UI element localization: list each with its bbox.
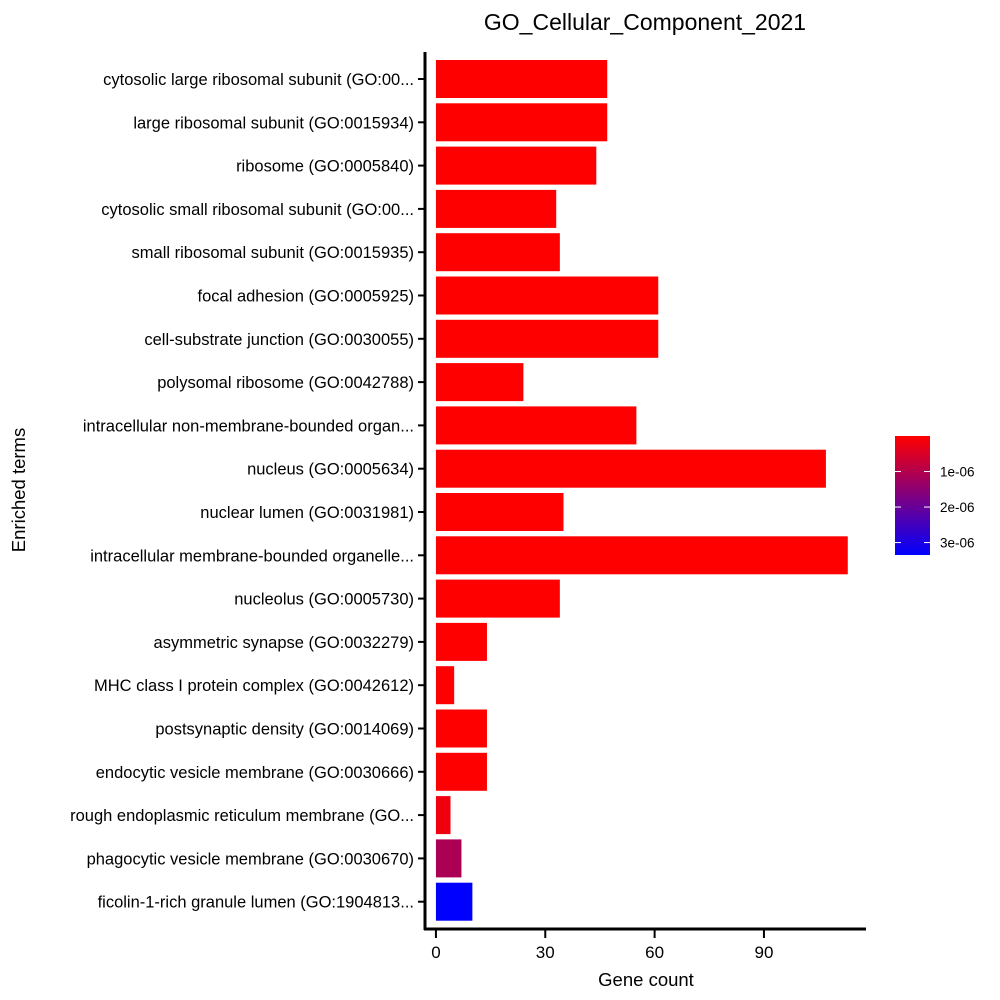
bar bbox=[435, 622, 487, 661]
bar bbox=[435, 536, 848, 575]
y-tick-label: nucleus (GO:0005634) bbox=[247, 461, 414, 479]
y-tick-label: large ribosomal subunit (GO:0015934) bbox=[133, 114, 414, 132]
y-tick-label: asymmetric synapse (GO:0032279) bbox=[154, 634, 414, 652]
x-axis-ticks: 0 30 60 90 bbox=[431, 930, 773, 962]
colorbar-tick-label: 1e-06 bbox=[940, 465, 975, 480]
bar bbox=[435, 406, 637, 445]
bar bbox=[435, 276, 659, 315]
colorbar-tick-label: 2e-06 bbox=[940, 500, 975, 515]
y-tick-label: cell-substrate junction (GO:0030055) bbox=[144, 331, 414, 349]
x-tick-label: 30 bbox=[536, 943, 555, 962]
y-tick-label: focal adhesion (GO:0005925) bbox=[198, 288, 414, 306]
y-tick-label: small ribosomal subunit (GO:0015935) bbox=[132, 244, 414, 262]
x-tick-label: 60 bbox=[645, 943, 664, 962]
y-tick-label: phagocytic vesicle membrane (GO:0030670) bbox=[87, 850, 414, 868]
y-tick-label: MHC class I protein complex (GO:0042612) bbox=[94, 677, 414, 695]
bar bbox=[435, 319, 659, 358]
bar bbox=[435, 839, 462, 878]
bars bbox=[435, 60, 848, 921]
bar bbox=[435, 882, 473, 921]
x-axis-title: Gene count bbox=[598, 969, 694, 990]
y-tick-label: rough endoplasmic reticulum membrane (GO… bbox=[70, 807, 414, 825]
y-tick-label: intracellular non-membrane-bounded organ… bbox=[83, 417, 414, 435]
y-tick-label: nuclear lumen (GO:0031981) bbox=[200, 504, 414, 522]
bar bbox=[435, 103, 608, 142]
bar bbox=[435, 752, 487, 791]
y-axis-ticks: cytosolic large ribosomal subunit (GO:00… bbox=[70, 71, 425, 912]
bar bbox=[435, 449, 826, 488]
y-tick-label: ficolin-1-rich granule lumen (GO:1904813… bbox=[98, 894, 414, 912]
bar bbox=[435, 146, 597, 185]
bar bbox=[435, 60, 608, 98]
y-tick-label: ribosome (GO:0005840) bbox=[236, 158, 414, 176]
bar bbox=[435, 363, 524, 402]
y-tick-label: nucleolus (GO:0005730) bbox=[234, 591, 414, 609]
bar bbox=[435, 579, 560, 618]
y-tick-label: postsynaptic density (GO:0014069) bbox=[155, 721, 414, 739]
bar bbox=[435, 796, 451, 835]
colorbar: 1e-06 2e-06 3e-06 bbox=[895, 436, 975, 555]
x-tick-label: 90 bbox=[754, 943, 773, 962]
bar bbox=[435, 493, 564, 531]
bar bbox=[435, 189, 557, 228]
bar bbox=[435, 709, 487, 748]
colorbar-ticks: 1e-06 2e-06 3e-06 bbox=[895, 465, 975, 551]
x-tick-label: 0 bbox=[431, 943, 440, 962]
y-tick-label: endocytic vesicle membrane (GO:0030666) bbox=[96, 764, 414, 782]
colorbar-gradient bbox=[895, 436, 930, 555]
y-axis-title: Enriched terms bbox=[8, 428, 29, 552]
bar bbox=[435, 666, 455, 705]
chart-title: GO_Cellular_Component_2021 bbox=[484, 9, 806, 35]
y-tick-label: intracellular membrane-bounded organelle… bbox=[90, 547, 414, 565]
y-tick-label: polysomal ribosome (GO:0042788) bbox=[157, 374, 414, 392]
bar bbox=[435, 233, 560, 272]
y-tick-label: cytosolic small ribosomal subunit (GO:00… bbox=[101, 201, 414, 219]
y-tick-label: cytosolic large ribosomal subunit (GO:00… bbox=[103, 71, 414, 89]
colorbar-tick-label: 3e-06 bbox=[940, 536, 975, 551]
